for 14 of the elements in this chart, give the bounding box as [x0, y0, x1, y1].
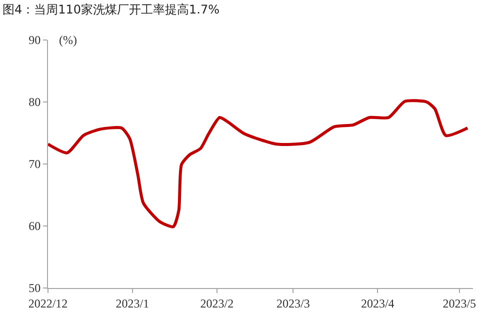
x-tick-label: 2023/3: [276, 296, 310, 310]
y-tick-label: 80: [28, 95, 41, 110]
x-tick-label: 2022/12: [28, 296, 68, 310]
y-tick-label: 50: [28, 281, 41, 296]
y-tick-label: 90: [28, 33, 41, 48]
x-tick-label: 2023/4: [360, 296, 394, 310]
y-tick-label: 60: [28, 219, 41, 234]
x-tick-label: 2023/5: [442, 296, 476, 310]
chart-title: 图4：当周110家洗煤厂开工率提高1.7%: [2, 2, 220, 16]
x-tick-label: 2023/2: [200, 296, 234, 310]
y-axis-title: (%): [59, 33, 77, 47]
x-tick-label: 2023/1: [116, 296, 150, 310]
y-tick-label: 70: [28, 157, 41, 172]
line-series: [48, 99, 470, 228]
